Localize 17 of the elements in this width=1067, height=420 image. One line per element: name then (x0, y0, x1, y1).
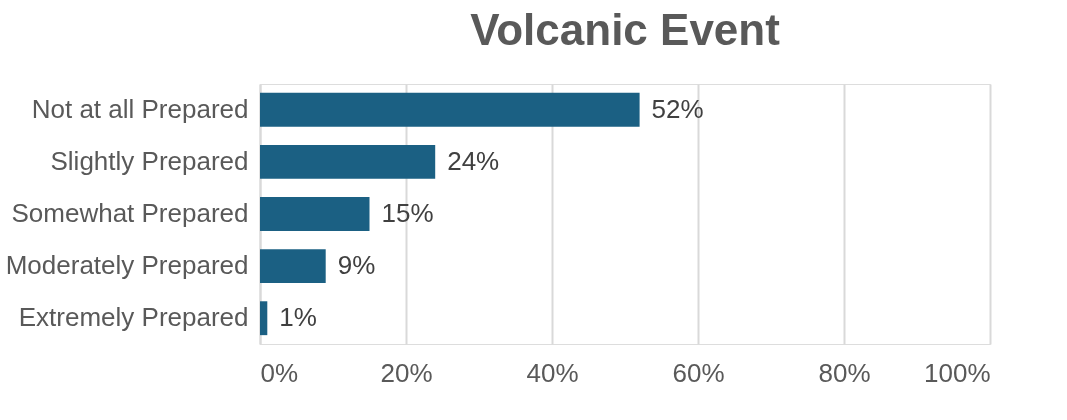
x-tick-label: 40% (526, 357, 579, 388)
y-tick-label: Somewhat Prepared (11, 198, 249, 228)
x-tick-label: 20% (380, 357, 433, 388)
data-label: 24% (447, 145, 500, 176)
x-tick-label: 80% (818, 357, 871, 388)
x-tick-label: 0% (260, 357, 299, 388)
data-label: 52% (651, 93, 704, 124)
x-tick-label: 100% (924, 357, 991, 388)
y-tick-label: Not at all Prepared (31, 93, 249, 124)
data-label: 1% (279, 302, 317, 333)
data-label: 15% (381, 198, 434, 228)
y-tick-label: Extremely Prepared (18, 302, 249, 333)
chart-title: Volcanic Event (470, 5, 781, 54)
x-tick-label: 60% (672, 357, 725, 388)
data-label: 9% (337, 250, 376, 281)
y-tick-label: Moderately Prepared (5, 250, 249, 281)
y-tick-label: Slightly Prepared (50, 145, 249, 176)
